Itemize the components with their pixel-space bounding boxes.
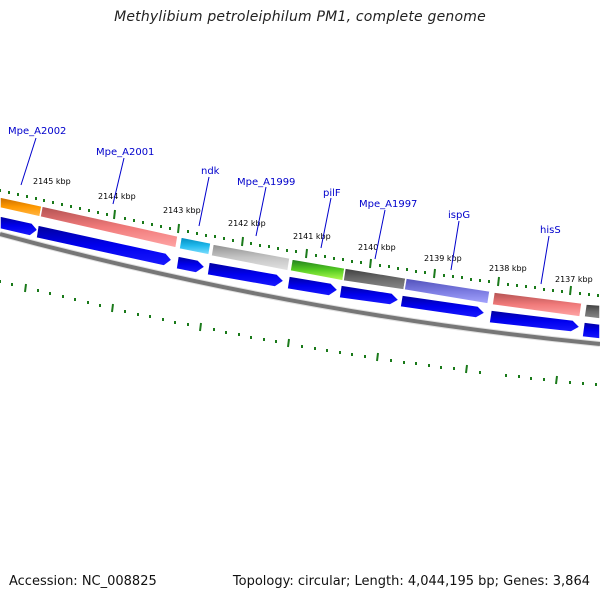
- cds-arrow: [399, 294, 487, 319]
- gene-label: pilF: [323, 188, 341, 199]
- accession-label: Accession: NC_008825: [9, 574, 157, 589]
- gene-label: ndk: [201, 166, 220, 177]
- cds-arrow: [286, 275, 340, 297]
- cds-arrow: [488, 309, 582, 333]
- map-title: Methylibium petroleiphilum PM1, complete…: [114, 9, 486, 25]
- gene-labels: Mpe_A2002 Mpe_A2001 ndk Mpe_A1999 pilF M…: [8, 126, 561, 236]
- position-label: 2142 kbp: [228, 219, 266, 228]
- gene-label: Mpe_A1999: [237, 177, 295, 188]
- cds-track: [0, 215, 600, 340]
- position-label: 2143 kbp: [163, 206, 201, 215]
- cds-arrow: [35, 224, 174, 267]
- gene-label: hisS: [540, 225, 561, 236]
- cds-arrow: [175, 255, 207, 274]
- outer-tick-ring: [0, 189, 599, 297]
- gene-label: Mpe_A2002: [8, 126, 66, 137]
- gene-label: Mpe_A2001: [96, 147, 154, 158]
- position-label: 2141 kbp: [293, 232, 331, 241]
- cds-arrow: [206, 261, 286, 288]
- feature-band-cyan: [178, 236, 212, 256]
- feature-band-pink-2: [491, 291, 583, 318]
- position-label: 2138 kbp: [489, 264, 527, 273]
- feature-track: [0, 196, 600, 320]
- cds-arrow: [0, 215, 40, 237]
- genome-backbone-line: [0, 232, 600, 346]
- position-label: 2137 kbp: [555, 275, 593, 284]
- gene-label: ispG: [448, 210, 470, 221]
- feature-band-purple: [403, 277, 491, 305]
- outer-major-ticks: [113, 209, 572, 296]
- genome-summary: Topology: circular; Length: 4,044,195 bp…: [232, 574, 590, 589]
- feature-band-lightgray: [210, 243, 291, 272]
- feature-band-darkgray-2: [583, 303, 600, 320]
- gene-label-leaders: [20, 137, 550, 285]
- cds-arrow: [338, 284, 401, 306]
- position-label: 2145 kbp: [33, 177, 71, 186]
- inner-tick-ring: [0, 280, 597, 386]
- position-label: 2139 kbp: [424, 254, 462, 263]
- gene-label: Mpe_A1997: [359, 199, 417, 210]
- position-label: 2144 kbp: [98, 192, 136, 201]
- cds-arrow: [581, 321, 600, 340]
- feature-band-pink: [39, 205, 179, 249]
- inner-major-ticks: [24, 283, 558, 385]
